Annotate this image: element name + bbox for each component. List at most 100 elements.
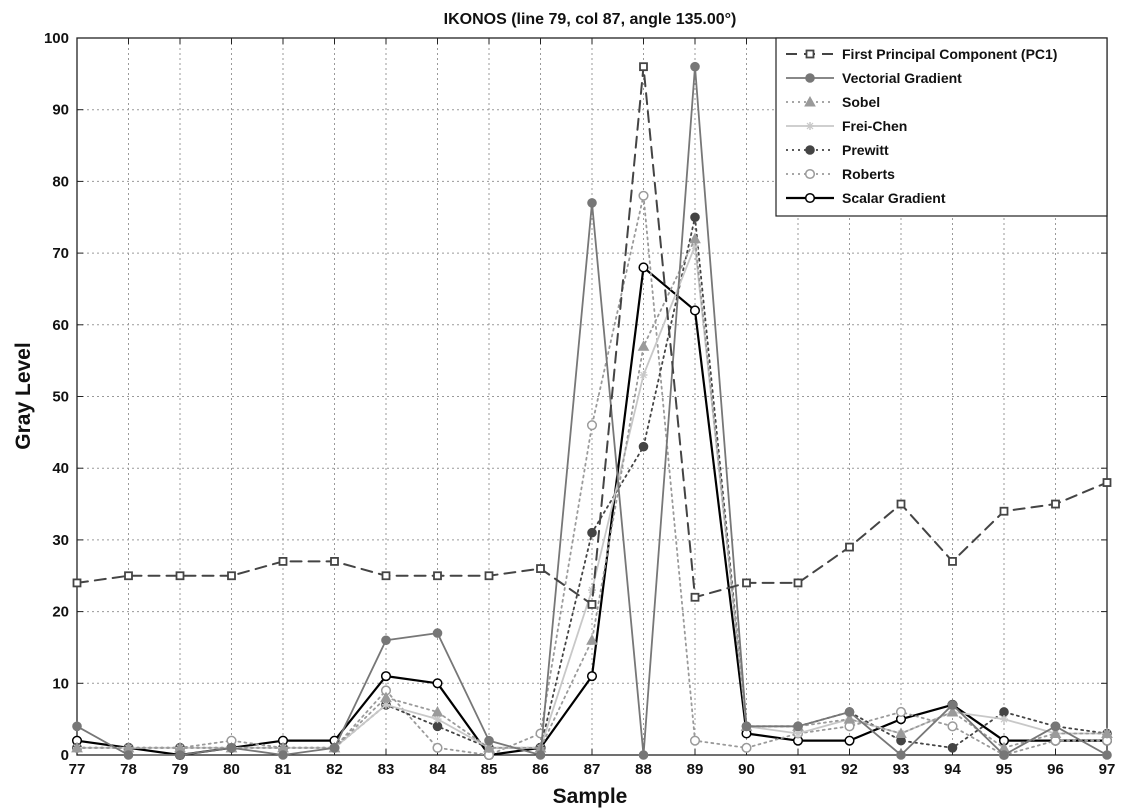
- data-point: [587, 198, 597, 208]
- data-point: [793, 578, 803, 588]
- data-point: [689, 735, 701, 746]
- marker-stroke: [640, 371, 647, 379]
- data-point: [896, 499, 906, 509]
- legend-marker: [805, 49, 815, 59]
- marker-stroke: [1000, 715, 1008, 723]
- data-point: [175, 571, 185, 581]
- data-point: [587, 600, 597, 609]
- x-tick-label: 92: [841, 761, 858, 778]
- data-point: [484, 735, 494, 746]
- x-tick-label: 93: [893, 761, 910, 778]
- data-point: [433, 715, 442, 724]
- x-tick-label: 79: [172, 761, 189, 778]
- data-point: [226, 743, 237, 753]
- x-tick-label: 78: [120, 761, 137, 778]
- data-point: [278, 557, 288, 566]
- data-point: [72, 578, 82, 588]
- y-tick-label: 100: [44, 30, 69, 47]
- data-point: [947, 721, 958, 732]
- data-point: [638, 750, 649, 760]
- legend-marker: [805, 73, 815, 83]
- legend-entry-scalar-gradient: Scalar Gradient: [786, 190, 946, 206]
- legend-label: Scalar Gradient: [842, 190, 946, 206]
- data-point: [382, 700, 390, 709]
- legend-marker: [804, 192, 816, 204]
- data-point: [329, 743, 340, 753]
- x-tick-label: 88: [635, 761, 652, 778]
- data-point: [587, 527, 597, 538]
- data-point: [895, 727, 907, 738]
- data-point: [431, 705, 444, 717]
- y-tick-label: 50: [52, 389, 69, 406]
- legend-entry-roberts: Roberts: [786, 166, 895, 182]
- marker-stroke: [434, 715, 441, 723]
- data-point: [433, 571, 442, 581]
- y-tick-label: 40: [52, 460, 69, 477]
- marker-stroke: [806, 122, 814, 130]
- data-point: [999, 506, 1009, 516]
- data-point: [432, 628, 443, 638]
- x-tick-label: 94: [944, 761, 961, 778]
- data-point: [948, 557, 957, 566]
- data-point: [1101, 727, 1113, 738]
- legend-box: [775, 37, 1108, 217]
- data-point: [484, 571, 494, 581]
- data-point: [535, 750, 546, 760]
- legend-entry-first-principal-component-pc1: First Principal Component (PC1): [786, 46, 1057, 62]
- data-point: [381, 635, 391, 646]
- legend-label: Roberts: [842, 166, 895, 182]
- legend-marker: [805, 145, 815, 155]
- data-point: [71, 741, 83, 753]
- legend-label: Vectorial Gradient: [842, 70, 962, 86]
- x-tick-label: 86: [532, 761, 549, 778]
- data-point: [843, 713, 856, 724]
- legend-entry-prewitt: Prewitt: [786, 142, 889, 158]
- legend: First Principal Component (PC1) Vectorial…: [775, 37, 1108, 217]
- y-tick-label: 20: [52, 604, 69, 621]
- y-tick-label: 30: [52, 532, 69, 549]
- legend-label: Frei-Chen: [842, 118, 907, 134]
- data-point: [1049, 727, 1062, 738]
- y-tick-label: 60: [52, 317, 69, 334]
- x-tick-label: 80: [223, 761, 240, 778]
- data-point: [844, 735, 855, 746]
- legend-marker: [804, 95, 816, 107]
- x-tick-label: 84: [429, 761, 446, 778]
- data-point: [741, 742, 752, 753]
- data-point: [742, 578, 751, 588]
- data-point: [380, 671, 392, 682]
- data-point: [536, 564, 545, 573]
- series-line: [75, 266, 1109, 757]
- data-point: [690, 212, 700, 223]
- data-point: [72, 721, 82, 732]
- data-point: [639, 62, 648, 72]
- series-vectorial-gradient: [72, 61, 1112, 760]
- data-point: [895, 706, 907, 718]
- data-point: [845, 542, 854, 552]
- y-tick-label: 10: [52, 675, 69, 692]
- x-tick-label: 81: [275, 761, 292, 778]
- data-point: [947, 700, 958, 710]
- data-point: [690, 61, 700, 72]
- x-tick-label: 91: [790, 761, 807, 778]
- legend-label: Sobel: [842, 94, 880, 110]
- y-axis-label: Gray Level: [12, 342, 35, 449]
- data-point: [793, 721, 803, 732]
- data-point: [638, 190, 649, 201]
- marker-stroke: [794, 730, 802, 737]
- series-layer: [71, 61, 1113, 761]
- data-point: [637, 340, 650, 351]
- data-point: [175, 750, 185, 760]
- legend-label: First Principal Component (PC1): [842, 46, 1057, 62]
- data-point: [1000, 715, 1008, 724]
- data-point: [123, 750, 134, 760]
- data-point: [586, 634, 598, 645]
- tick-layer: 77 78 79 80 81 82 83 84 85 86 87 88 89 90 91 92 93 94 95 96…: [44, 30, 1115, 778]
- data-point: [278, 750, 288, 760]
- legend-entry-vectorial-gradient: Vectorial Gradient: [786, 70, 962, 86]
- data-point: [638, 441, 649, 452]
- data-point: [380, 691, 392, 703]
- y-tick-label: 0: [61, 747, 69, 764]
- legend-marker: [804, 168, 816, 180]
